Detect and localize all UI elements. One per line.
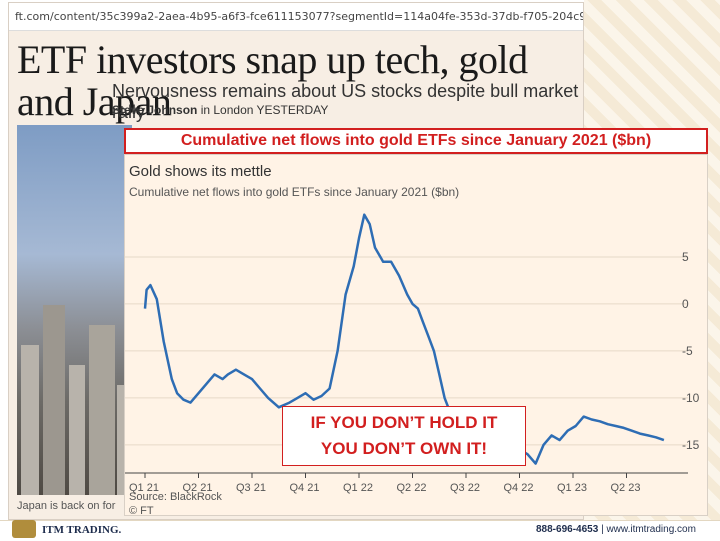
tokyo-photo	[17, 125, 132, 495]
photo-building	[43, 305, 65, 495]
x-tick-label: Q3 22	[450, 482, 480, 494]
byline-rest: in London YESTERDAY	[200, 103, 329, 117]
gold-etf-flow-line	[143, 213, 665, 465]
chart-svg: 5 0 -5 -10 -15 Q1 21 Q2 21 Q3 21 Q4 21 Q1 22 Q2 2…	[125, 213, 700, 494]
photo-building	[69, 365, 85, 495]
article-byline: Steve Johnson in London YESTERDAY	[112, 103, 328, 117]
callout-line-2: YOU DON’T OWN IT!	[320, 439, 488, 458]
chart-source: Source: BlackRock	[129, 491, 222, 503]
x-tick-label: Q2 22	[397, 482, 427, 494]
article-headline: ETF investors snap up tech, gold and Jap…	[17, 37, 528, 124]
photo-building	[89, 325, 115, 495]
y-tick-label: 5	[682, 250, 689, 264]
x-tick-label: Q4 22	[504, 482, 534, 494]
y-tick-label: -5	[682, 344, 693, 358]
chart-title: Gold shows its mettle	[129, 163, 272, 180]
photo-building	[21, 345, 39, 495]
y-tick-label: -15	[682, 438, 700, 452]
footer-website: www.itmtrading.com	[606, 524, 696, 535]
x-tick-label: Q1 22	[343, 482, 373, 494]
y-tick-label: 0	[682, 297, 689, 311]
footer-bar	[0, 520, 720, 541]
callout-line-1: IF YOU DON’T HOLD IT	[310, 413, 498, 432]
callout-box: IF YOU DON’T HOLD IT YOU DON’T OWN IT!	[282, 406, 526, 466]
chart-credit: © FT	[129, 505, 154, 517]
photo-caption: Japan is back on for	[17, 500, 116, 512]
x-tick-label: Q2 21	[183, 482, 213, 494]
itm-logo-text: ITM TRADING.	[42, 524, 122, 536]
url-bar: ft.com/content/35c399a2-2aea-4b95-a6f3-f…	[9, 3, 583, 31]
chart-subtitle: Cumulative net flows into gold ETFs sinc…	[129, 185, 460, 199]
byline-author: Steve Johnson	[112, 103, 198, 117]
x-tick-label: Q1 23	[557, 482, 587, 494]
x-tick-label: Q4 21	[290, 482, 320, 494]
footer-phone: 888-696-4653	[536, 524, 599, 535]
footer-separator: |	[601, 524, 604, 535]
article-standfirst: Nervousness remains about US stocks desp…	[112, 81, 579, 122]
footer-contact: 888-696-4653 | www.itmtrading.com	[536, 524, 696, 535]
y-tick-label: -10	[682, 391, 700, 405]
chart-banner: Cumulative net flows into gold ETFs sinc…	[124, 128, 708, 154]
x-tick-label: Q2 23	[611, 482, 641, 494]
itm-logo-icon	[12, 520, 36, 538]
x-tick-label: Q1 21	[129, 482, 159, 494]
x-tick-label: Q3 21	[236, 482, 266, 494]
